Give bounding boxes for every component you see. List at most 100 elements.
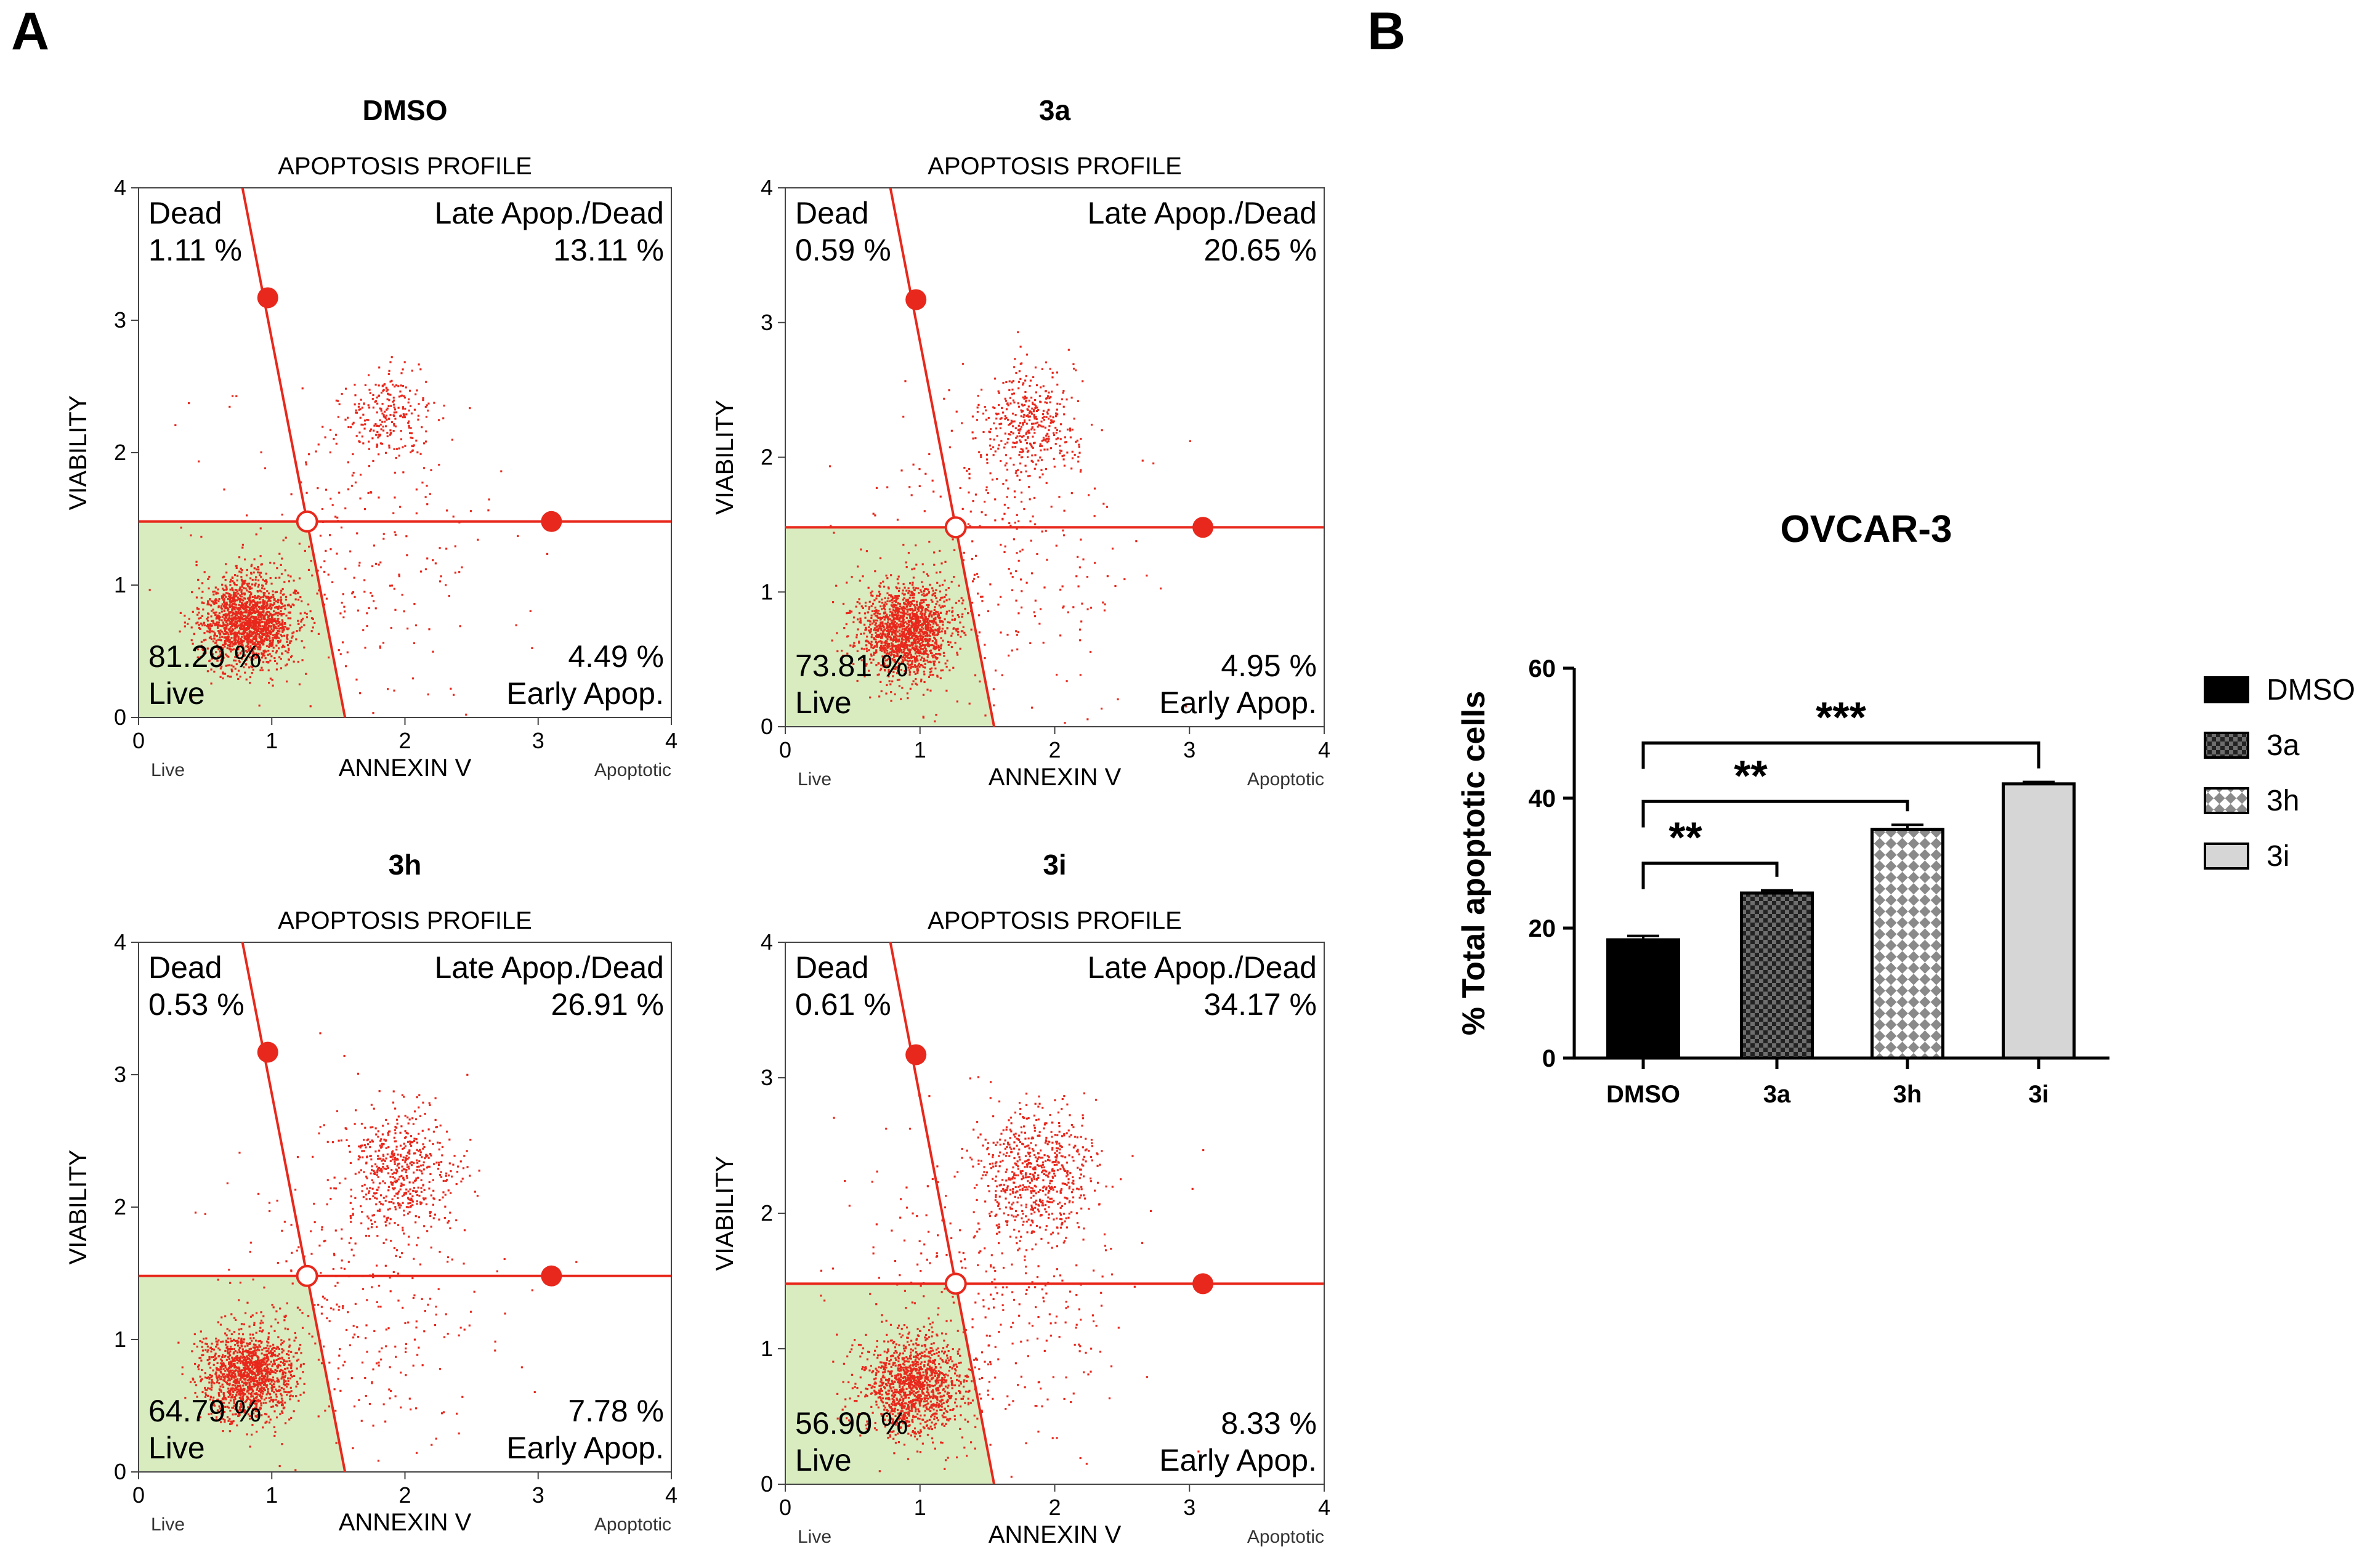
event-dot: [275, 623, 278, 625]
event-dot: [227, 1420, 230, 1422]
event-dot: [251, 578, 254, 581]
event-dot: [868, 620, 870, 622]
event-dot: [213, 637, 216, 640]
event-dot: [1082, 380, 1084, 382]
event-dot: [907, 633, 910, 636]
event-dot: [288, 604, 290, 607]
event-dot: [254, 596, 256, 599]
event-dot: [390, 626, 392, 629]
event-dot: [220, 665, 223, 668]
event-dot: [923, 614, 926, 617]
event-dot: [912, 666, 915, 668]
event-dot: [926, 635, 929, 637]
event-dot: [227, 628, 230, 631]
event-dot: [1066, 451, 1069, 454]
event-dot: [935, 597, 937, 599]
event-dot: [938, 661, 940, 664]
event-dot: [883, 651, 886, 654]
event-dot: [934, 660, 936, 663]
event-dot: [905, 627, 907, 629]
event-dot: [918, 620, 920, 622]
event-dot: [872, 647, 875, 650]
event-dot: [266, 604, 269, 607]
event-dot: [275, 627, 278, 629]
event-dot: [993, 406, 996, 410]
event-dot: [1032, 410, 1035, 413]
event-dot: [1018, 370, 1021, 373]
event-dot: [247, 641, 250, 644]
event-dot: [935, 610, 937, 613]
event-dot: [1008, 380, 1011, 382]
event-dot: [1023, 413, 1025, 416]
event-dot: [284, 569, 286, 572]
event-dot: [400, 372, 403, 374]
event-dot: [257, 1372, 259, 1374]
event-dot: [908, 644, 912, 647]
event-dot: [1009, 423, 1011, 426]
event-dot: [334, 515, 337, 518]
event-dot: [317, 569, 319, 572]
event-dot: [886, 614, 888, 616]
event-dot: [217, 588, 219, 591]
event-dot: [381, 385, 384, 387]
event-dot: [941, 596, 944, 599]
event-dot: [904, 621, 907, 623]
event-dot: [929, 674, 932, 676]
event-dot: [1017, 424, 1020, 427]
event-dot: [286, 637, 288, 639]
event-dot: [913, 655, 915, 658]
event-dot: [1031, 454, 1033, 457]
event-dot: [213, 612, 216, 614]
event-dot: [274, 606, 277, 609]
event-dot: [238, 589, 241, 592]
event-dot: [195, 560, 198, 563]
event-dot: [269, 642, 272, 645]
event-dot: [234, 641, 237, 643]
event-dot: [529, 610, 532, 612]
event-dot: [247, 639, 249, 641]
event-dot: [368, 389, 371, 391]
event-dot: [229, 600, 231, 603]
event-dot: [239, 616, 241, 619]
event-dot: [921, 622, 924, 625]
event-dot: [293, 604, 295, 607]
event-dot: [235, 589, 238, 591]
event-dot: [891, 631, 894, 634]
event-dot: [1009, 434, 1012, 436]
event-dot: [245, 617, 247, 620]
event-dot: [864, 605, 867, 607]
event-dot: [301, 626, 303, 628]
event-dot: [270, 655, 273, 658]
event-dot: [920, 663, 923, 666]
event-dot: [912, 617, 914, 620]
event-dot: [255, 652, 257, 655]
event-dot: [283, 628, 285, 631]
event-dot: [1014, 446, 1017, 448]
event-dot: [212, 630, 215, 633]
event-dot: [948, 598, 951, 600]
event-dot: [224, 1370, 227, 1372]
event-dot: [897, 575, 900, 578]
event-dot: [883, 618, 886, 621]
event-dot: [887, 618, 889, 620]
event-dot: [440, 575, 442, 578]
event-dot: [469, 510, 472, 512]
event-dot: [234, 660, 237, 662]
event-dot: [208, 1358, 211, 1360]
event-dot: [955, 410, 958, 413]
event-dot: [226, 647, 229, 650]
event-dot: [274, 1318, 277, 1320]
event-dot: [1018, 429, 1021, 432]
event-dot: [910, 641, 913, 644]
event-dot: [252, 627, 255, 629]
event-dot: [218, 632, 220, 634]
event-dot: [313, 621, 316, 624]
event-dot: [1064, 722, 1066, 724]
event-dot: [250, 1396, 253, 1398]
event-dot: [202, 608, 204, 611]
event-dot: [290, 655, 293, 657]
event-dot: [1021, 451, 1023, 453]
event-dot: [865, 647, 868, 650]
event-dot: [888, 587, 890, 590]
event-dot: [278, 613, 281, 615]
